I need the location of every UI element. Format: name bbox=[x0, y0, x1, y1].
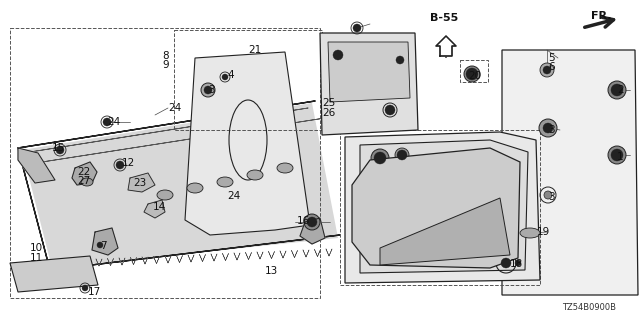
Polygon shape bbox=[92, 228, 118, 255]
Polygon shape bbox=[185, 52, 310, 235]
Circle shape bbox=[544, 191, 552, 199]
Circle shape bbox=[307, 217, 317, 227]
Polygon shape bbox=[380, 198, 510, 265]
Text: 20: 20 bbox=[468, 71, 481, 81]
Text: TZ54B0900B: TZ54B0900B bbox=[562, 303, 616, 312]
Circle shape bbox=[395, 148, 409, 162]
Text: 19: 19 bbox=[537, 227, 550, 237]
Circle shape bbox=[371, 149, 389, 167]
Circle shape bbox=[608, 81, 626, 99]
Bar bbox=[174, 30, 322, 130]
Text: 13: 13 bbox=[265, 266, 278, 276]
Circle shape bbox=[539, 119, 557, 137]
Polygon shape bbox=[328, 42, 410, 102]
Text: 24: 24 bbox=[168, 103, 181, 113]
Circle shape bbox=[56, 146, 64, 154]
Circle shape bbox=[82, 285, 88, 291]
Text: 18: 18 bbox=[510, 259, 524, 269]
Text: 25: 25 bbox=[322, 98, 335, 108]
Circle shape bbox=[385, 105, 395, 115]
Circle shape bbox=[201, 83, 215, 97]
Circle shape bbox=[353, 24, 361, 32]
Ellipse shape bbox=[187, 183, 203, 193]
Circle shape bbox=[515, 260, 521, 266]
Polygon shape bbox=[72, 162, 97, 185]
Ellipse shape bbox=[217, 177, 233, 187]
Circle shape bbox=[611, 84, 623, 96]
Circle shape bbox=[374, 152, 386, 164]
Bar bbox=[10, 28, 320, 298]
Text: 26: 26 bbox=[322, 108, 335, 118]
Ellipse shape bbox=[520, 228, 540, 238]
Text: 27: 27 bbox=[77, 176, 90, 186]
Polygon shape bbox=[436, 36, 456, 56]
Text: 22: 22 bbox=[77, 167, 90, 177]
Text: 24: 24 bbox=[107, 117, 120, 127]
Ellipse shape bbox=[277, 163, 293, 173]
Text: 4: 4 bbox=[227, 70, 234, 80]
Text: 15: 15 bbox=[52, 143, 65, 153]
Circle shape bbox=[464, 66, 480, 82]
Text: FR.: FR. bbox=[591, 11, 611, 21]
Circle shape bbox=[222, 74, 228, 80]
Circle shape bbox=[103, 118, 111, 126]
Polygon shape bbox=[22, 103, 338, 268]
Circle shape bbox=[116, 161, 124, 169]
Circle shape bbox=[608, 146, 626, 164]
Circle shape bbox=[466, 68, 478, 80]
Circle shape bbox=[540, 63, 554, 77]
Bar bbox=[460, 60, 488, 82]
Polygon shape bbox=[360, 140, 528, 273]
Polygon shape bbox=[352, 148, 520, 268]
Bar bbox=[340, 130, 540, 285]
Ellipse shape bbox=[81, 178, 93, 186]
Text: 10: 10 bbox=[30, 243, 43, 253]
Polygon shape bbox=[18, 148, 55, 183]
Circle shape bbox=[501, 258, 511, 268]
Circle shape bbox=[304, 214, 320, 230]
Circle shape bbox=[333, 50, 343, 60]
Polygon shape bbox=[128, 173, 155, 192]
Circle shape bbox=[396, 56, 404, 64]
Polygon shape bbox=[502, 50, 638, 295]
Circle shape bbox=[204, 86, 212, 94]
Text: 16: 16 bbox=[297, 216, 310, 226]
Circle shape bbox=[543, 123, 553, 133]
Text: 14: 14 bbox=[153, 202, 166, 212]
Text: 6: 6 bbox=[548, 62, 555, 72]
Text: 21: 21 bbox=[248, 45, 261, 55]
Text: 3: 3 bbox=[208, 85, 214, 95]
Text: 2: 2 bbox=[617, 85, 623, 95]
Polygon shape bbox=[300, 218, 325, 244]
Text: 1: 1 bbox=[617, 152, 623, 162]
Circle shape bbox=[397, 150, 407, 160]
Ellipse shape bbox=[247, 170, 263, 180]
Polygon shape bbox=[144, 200, 165, 218]
Text: 9: 9 bbox=[162, 60, 168, 70]
Text: 7: 7 bbox=[100, 241, 107, 251]
Text: 23: 23 bbox=[133, 178, 147, 188]
Text: 24: 24 bbox=[227, 191, 240, 201]
Circle shape bbox=[97, 242, 103, 248]
Text: 3: 3 bbox=[548, 125, 555, 135]
Circle shape bbox=[543, 66, 551, 74]
Polygon shape bbox=[320, 33, 418, 135]
Text: 3: 3 bbox=[548, 192, 555, 202]
Text: 12: 12 bbox=[122, 158, 135, 168]
Polygon shape bbox=[345, 132, 540, 283]
Ellipse shape bbox=[157, 190, 173, 200]
Polygon shape bbox=[10, 256, 98, 292]
Circle shape bbox=[611, 149, 623, 161]
Text: B-55: B-55 bbox=[430, 13, 458, 23]
Text: 8: 8 bbox=[162, 51, 168, 61]
Text: 11: 11 bbox=[30, 253, 44, 263]
Text: 5: 5 bbox=[548, 53, 555, 63]
Text: 17: 17 bbox=[88, 287, 101, 297]
